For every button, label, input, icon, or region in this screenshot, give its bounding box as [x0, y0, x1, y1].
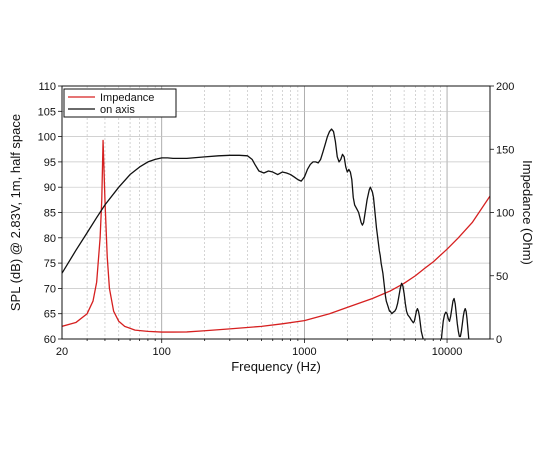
- x-tick-label: 10000: [432, 346, 463, 358]
- ticks: [58, 85, 494, 343]
- y-left-tick-label: 90: [44, 182, 56, 194]
- series-line-impedance: [62, 139, 490, 333]
- y-left-tick-label: 100: [38, 132, 56, 144]
- y-left-tick-label: 70: [44, 283, 56, 295]
- x-tick-label: 100: [153, 346, 171, 358]
- x-axis-title: Frequency (Hz): [231, 359, 321, 374]
- y-left-tick-label: 60: [44, 334, 56, 346]
- x-tick-label: 20: [56, 346, 68, 358]
- legend-label-on-axis: on axis: [100, 104, 135, 116]
- y-axis-left-title: SPL (dB) @ 2.83V, 1m, half space: [8, 114, 23, 311]
- y-right-tick-label: 200: [496, 81, 514, 93]
- y-left-tick-label: 85: [44, 208, 56, 220]
- legend-label-impedance: Impedance: [100, 92, 154, 104]
- y-right-tick-label: 50: [496, 271, 508, 283]
- legend: Impedance on axis: [63, 88, 177, 118]
- y-right-tick-label: 150: [496, 144, 514, 156]
- y-left-tick-label: 105: [38, 106, 56, 118]
- y-right-tick-label: 0: [496, 334, 502, 346]
- y-left-tick-label: 80: [44, 233, 56, 245]
- y-left-tick-label: 75: [44, 258, 56, 270]
- x-tick-label: 1000: [292, 346, 316, 358]
- tick-labels: 60 65 70 75 80 85 90 95 100 105 110 0 50 100 150 200 20 1…: [38, 81, 515, 358]
- y-left-tick-label: 95: [44, 157, 56, 169]
- grid: [62, 86, 490, 339]
- series-line-on-axis: [62, 128, 470, 339]
- y-left-tick-label: 65: [44, 309, 56, 321]
- y-right-tick-label: 100: [496, 208, 514, 220]
- legend-box: [63, 88, 177, 118]
- series-layer: [62, 128, 490, 339]
- y-left-tick-label: 110: [38, 81, 56, 93]
- y-axis-right-title: Impedance (Ohm): [520, 160, 535, 265]
